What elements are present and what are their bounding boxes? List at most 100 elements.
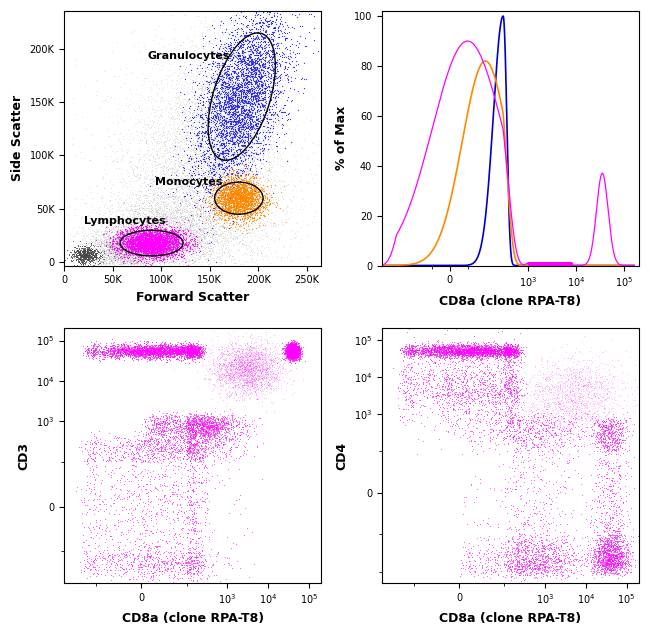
Point: [196, 352, 206, 362]
Point: [591, 416, 601, 426]
Point: [126, 200, 136, 211]
Point: [148, 420, 158, 430]
Point: [534, 563, 545, 574]
Point: [190, 238, 200, 249]
Point: [155, 252, 165, 263]
Point: [603, 460, 613, 471]
Point: [182, 240, 192, 251]
Point: [257, 388, 268, 398]
Point: [155, 339, 165, 349]
Point: [157, 244, 168, 254]
Point: [562, 389, 572, 399]
Point: [160, 556, 170, 566]
Point: [113, 197, 124, 207]
Point: [235, 135, 245, 145]
Point: [221, 127, 231, 137]
Point: [81, 563, 92, 573]
Point: [245, 106, 255, 116]
Point: [601, 422, 611, 432]
Point: [144, 227, 155, 237]
Point: [231, 138, 242, 148]
Point: [524, 403, 534, 413]
Point: [139, 553, 150, 563]
Point: [259, 361, 270, 371]
Point: [145, 236, 155, 246]
Point: [146, 204, 156, 214]
Point: [179, 225, 190, 235]
Point: [124, 343, 134, 353]
Point: [227, 366, 237, 377]
Point: [107, 256, 117, 266]
Point: [259, 37, 270, 47]
Point: [117, 251, 127, 261]
Point: [514, 556, 525, 567]
Point: [168, 432, 179, 442]
Point: [133, 72, 143, 82]
Point: [194, 546, 204, 556]
Point: [290, 343, 300, 354]
Point: [234, 363, 244, 373]
Point: [216, 202, 227, 212]
Point: [547, 418, 558, 429]
Point: [73, 247, 84, 258]
Point: [224, 192, 234, 202]
Point: [254, 17, 265, 27]
Point: [239, 112, 249, 122]
Point: [197, 422, 207, 432]
Point: [140, 345, 150, 355]
Point: [176, 223, 187, 233]
Point: [213, 144, 223, 154]
Point: [165, 566, 176, 576]
Point: [523, 415, 533, 425]
Point: [548, 382, 558, 392]
Point: [161, 251, 172, 261]
Point: [614, 473, 624, 483]
Point: [137, 245, 148, 256]
Point: [153, 241, 163, 251]
Point: [182, 348, 192, 358]
Point: [185, 101, 196, 111]
Point: [166, 224, 176, 234]
Point: [285, 346, 295, 356]
Point: [161, 223, 171, 233]
Point: [109, 490, 119, 500]
Point: [289, 351, 299, 361]
Point: [189, 233, 200, 244]
Point: [250, 389, 261, 399]
Point: [448, 391, 459, 401]
Point: [152, 245, 162, 255]
Point: [120, 62, 131, 73]
Point: [286, 348, 296, 358]
Point: [215, 148, 226, 158]
Point: [190, 343, 200, 353]
Point: [600, 417, 610, 427]
Point: [547, 558, 557, 569]
Point: [285, 346, 296, 356]
Point: [247, 192, 257, 202]
Point: [204, 154, 214, 164]
Point: [226, 165, 237, 176]
Point: [563, 418, 573, 429]
Point: [75, 247, 85, 258]
Point: [186, 347, 196, 357]
Point: [240, 340, 250, 350]
Point: [211, 211, 221, 221]
Point: [201, 139, 211, 149]
Point: [165, 154, 176, 164]
Point: [144, 347, 154, 357]
Point: [226, 361, 237, 371]
Point: [276, 137, 287, 148]
Point: [235, 80, 246, 90]
Point: [157, 340, 167, 350]
Point: [150, 511, 160, 522]
Point: [201, 148, 211, 158]
Point: [145, 235, 155, 245]
Point: [284, 351, 294, 361]
Point: [138, 233, 148, 243]
Point: [125, 245, 136, 256]
Point: [562, 384, 573, 394]
Point: [256, 200, 266, 211]
Point: [218, 86, 228, 97]
Point: [150, 445, 160, 455]
Point: [224, 358, 234, 368]
